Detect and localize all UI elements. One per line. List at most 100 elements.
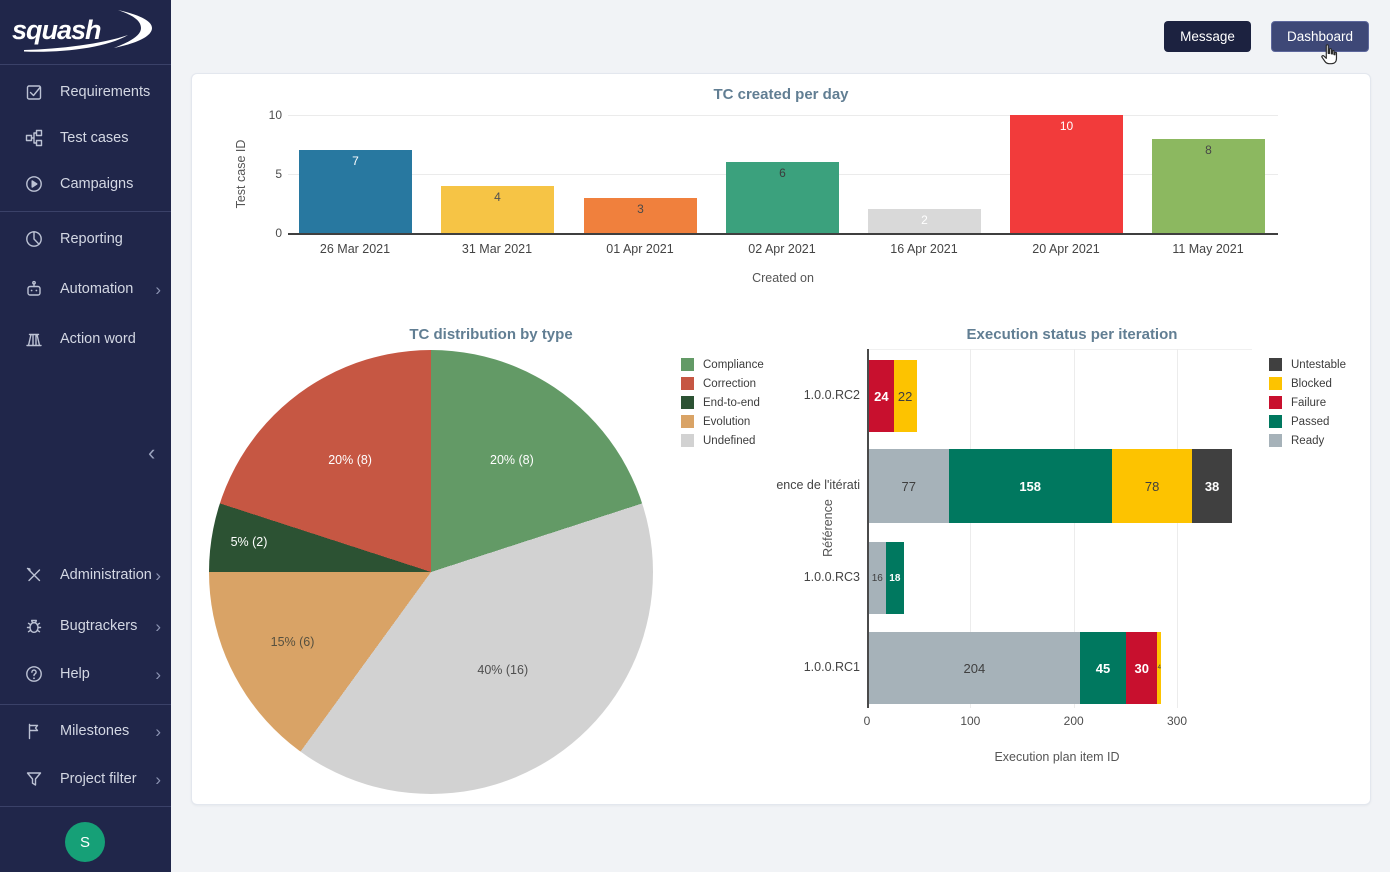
stacked-chart-category-label: ence de l'itérati bbox=[776, 478, 860, 492]
bar-value-label: 10 bbox=[1059, 119, 1074, 133]
legend-swatch bbox=[681, 377, 694, 390]
sidebar-item-project-filter[interactable]: Project filter › bbox=[0, 761, 171, 797]
bar[interactable]: 4 bbox=[441, 186, 554, 233]
bugtrackers-bug-icon bbox=[24, 616, 44, 636]
user-avatar[interactable]: S bbox=[65, 822, 105, 862]
bar[interactable]: 8 bbox=[1152, 139, 1265, 233]
bar-chart-x-tick: 20 Apr 2021 bbox=[1032, 242, 1100, 256]
pie-legend-item[interactable]: End-to-end bbox=[681, 396, 760, 409]
bar[interactable]: 3 bbox=[584, 198, 697, 233]
squash-logo[interactable]: squash bbox=[0, 0, 171, 64]
pie-legend-item[interactable]: Evolution bbox=[681, 415, 750, 428]
sidebar-item-action-word[interactable]: Action word bbox=[0, 321, 171, 357]
pie-chart[interactable] bbox=[209, 350, 653, 794]
pie-slice-label: 40% (16) bbox=[477, 662, 529, 677]
stacked-chart-x-axis-label: Execution plan item ID bbox=[994, 750, 1120, 764]
bar[interactable]: 7 bbox=[299, 150, 412, 233]
legend-swatch bbox=[1269, 377, 1282, 390]
stacked-segment-passed[interactable]: 18 bbox=[885, 542, 905, 614]
chevron-right-icon: › bbox=[155, 664, 161, 684]
stacked-legend-item[interactable]: Blocked bbox=[1269, 377, 1332, 390]
sidebar: squash Requirements Test cases Campaigns Re… bbox=[0, 0, 171, 872]
sidebar-item-label: Test cases bbox=[60, 130, 129, 146]
reporting-pie-icon bbox=[24, 229, 44, 249]
bar-value-label: 3 bbox=[637, 202, 644, 216]
bar-chart-x-tick: 02 Apr 2021 bbox=[748, 242, 816, 256]
sidebar-item-label: Bugtrackers bbox=[60, 618, 138, 634]
stacked-segment-ready[interactable]: 16 bbox=[869, 542, 886, 614]
stacked-legend-item[interactable]: Ready bbox=[1269, 434, 1324, 447]
stacked-chart-category-label: 1.0.0.RC1 bbox=[803, 660, 860, 674]
stacked-segment-ready[interactable]: 204 bbox=[869, 632, 1080, 704]
bar-chart-title: TC created per day bbox=[713, 86, 849, 103]
legend-swatch bbox=[681, 358, 694, 371]
sidebar-item-test-cases[interactable]: Test cases bbox=[0, 120, 171, 156]
pie-legend-item[interactable]: Correction bbox=[681, 377, 756, 390]
sidebar-item-reporting[interactable]: Reporting bbox=[0, 221, 171, 257]
bar-chart-x-tick: 01 Apr 2021 bbox=[606, 242, 674, 256]
stacked-segment-untestable[interactable]: 38 bbox=[1192, 449, 1232, 523]
stacked-legend-item[interactable]: Untestable bbox=[1269, 358, 1346, 371]
stacked-chart-x-tick: 200 bbox=[1063, 714, 1084, 728]
stacked-segment-failure[interactable]: 30 bbox=[1126, 632, 1158, 704]
bar-chart-x-axis-label: Created on bbox=[752, 271, 814, 285]
sidebar-item-automation[interactable]: Automation › bbox=[0, 271, 171, 307]
pie-legend-item[interactable]: Undefined bbox=[681, 434, 755, 447]
message-button[interactable]: Message bbox=[1164, 21, 1251, 52]
milestones-flag-icon bbox=[24, 721, 44, 741]
bar-chart-x-tick: 11 May 2021 bbox=[1172, 242, 1244, 256]
sidebar-item-help[interactable]: Help › bbox=[0, 656, 171, 692]
campaigns-play-icon bbox=[24, 174, 44, 194]
dashboard-card: TC created per day Test case ID Created … bbox=[191, 73, 1371, 805]
stacked-legend-item[interactable]: Failure bbox=[1269, 396, 1326, 409]
stacked-chart-category-label: 1.0.0.RC3 bbox=[803, 570, 860, 584]
legend-swatch bbox=[1269, 415, 1282, 428]
stacked-chart-gridline bbox=[1073, 349, 1075, 708]
sidebar-divider bbox=[0, 806, 171, 807]
pie-slice-label: 20% (8) bbox=[490, 452, 534, 467]
stacked-chart-title: Execution status per iteration bbox=[966, 326, 1178, 343]
stacked-segment-failure[interactable]: 24 bbox=[869, 360, 894, 432]
legend-label: Ready bbox=[1291, 434, 1325, 447]
bar[interactable]: 10 bbox=[1010, 115, 1123, 233]
sidebar-divider bbox=[0, 704, 171, 705]
dashboard-button[interactable]: Dashboard bbox=[1271, 21, 1369, 52]
bar[interactable]: 2 bbox=[868, 209, 981, 233]
stacked-segment-passed[interactable]: 45 bbox=[1079, 632, 1127, 704]
bar[interactable]: 6 bbox=[726, 162, 839, 233]
stacked-segment-passed[interactable]: 158 bbox=[948, 449, 1112, 523]
sidebar-item-bugtrackers[interactable]: Bugtrackers › bbox=[0, 608, 171, 644]
sidebar-item-label: Requirements bbox=[60, 84, 151, 100]
stacked-chart-x-tick: 100 bbox=[960, 714, 981, 728]
sidebar-item-campaigns[interactable]: Campaigns bbox=[0, 166, 171, 202]
bar-value-label: 2 bbox=[921, 213, 928, 227]
sidebar-item-milestones[interactable]: Milestones › bbox=[0, 713, 171, 749]
stacked-segment-ready[interactable]: 77 bbox=[869, 449, 949, 523]
sidebar-item-requirements[interactable]: Requirements bbox=[0, 74, 171, 110]
pie-legend-item[interactable]: Compliance bbox=[681, 358, 764, 371]
logo-text: squash bbox=[12, 15, 102, 45]
legend-label: End-to-end bbox=[703, 396, 760, 409]
chevron-right-icon: › bbox=[155, 616, 161, 636]
pie-slice-label: 15% (6) bbox=[270, 634, 315, 649]
legend-swatch bbox=[681, 396, 694, 409]
sidebar-item-label: Milestones bbox=[60, 723, 130, 739]
stacked-legend-item[interactable]: Passed bbox=[1269, 415, 1329, 428]
sidebar-item-administration[interactable]: Administration › bbox=[0, 557, 171, 593]
chevron-right-icon: › bbox=[155, 769, 161, 789]
sidebar-collapse-icon[interactable]: ‹ bbox=[148, 440, 156, 465]
legend-label: Correction bbox=[703, 377, 757, 390]
legend-label: Undefined bbox=[703, 434, 756, 447]
bar-chart-x-axis bbox=[288, 233, 1278, 235]
automation-robot-icon bbox=[24, 279, 44, 299]
sidebar-item-label: Reporting bbox=[60, 231, 123, 247]
stacked-chart-x-tick: 0 bbox=[863, 714, 871, 728]
stacked-segment-blocked[interactable]: 4 bbox=[1157, 632, 1162, 704]
stacked-segment-blocked[interactable]: 78 bbox=[1111, 449, 1193, 523]
help-question-icon bbox=[24, 664, 44, 684]
action-word-library-icon bbox=[24, 329, 44, 349]
bar-value-label: 8 bbox=[1205, 143, 1212, 157]
bar-value-label: 7 bbox=[352, 154, 359, 168]
stacked-segment-blocked[interactable]: 22 bbox=[893, 360, 917, 432]
bar-value-label: 4 bbox=[494, 190, 501, 204]
